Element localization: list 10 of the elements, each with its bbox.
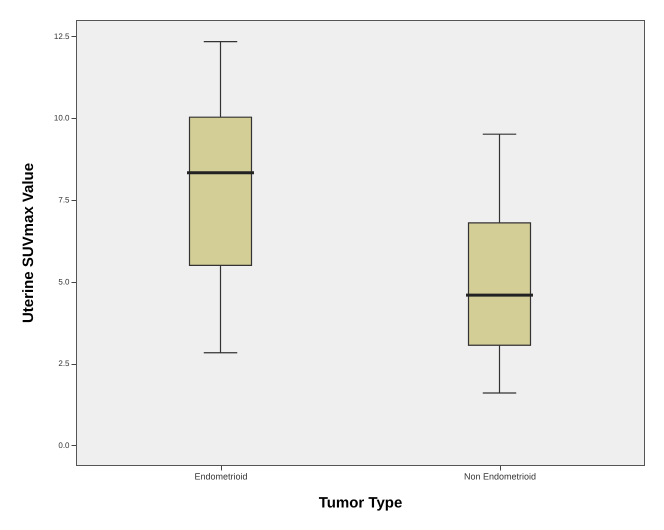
- y-axis-title: Uterine SUVmax Value: [20, 162, 37, 324]
- x-axis-title: Tumor Type: [318, 494, 402, 512]
- y-tick-label: 0.0: [58, 440, 70, 450]
- y-tick-label: 7.5: [58, 195, 70, 204]
- y-tick-label: 2.5: [58, 359, 70, 368]
- x-tick-label: Non Endometrioid: [464, 472, 536, 482]
- y-tick-label: 5.0: [58, 277, 70, 286]
- x-tick-label: Endometrioid: [194, 472, 248, 482]
- y-tick-label: 10.0: [54, 114, 70, 123]
- y-tick-label: 12.5: [54, 32, 70, 41]
